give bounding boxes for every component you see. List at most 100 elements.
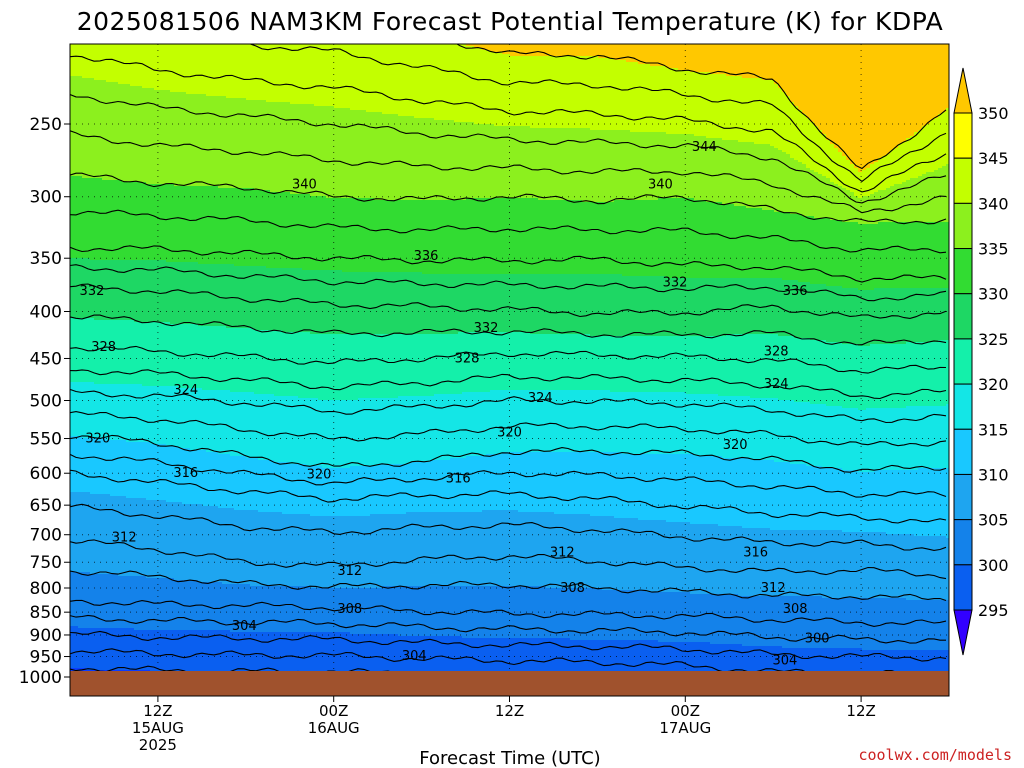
x-tick-label: 16AUG — [308, 719, 360, 737]
chart-title: 2025081506 NAM3KM Forecast Potential Tem… — [77, 7, 944, 36]
colorbar-tick-label: 340 — [978, 194, 1009, 213]
isentrope-320 — [70, 434, 947, 473]
y-tick-label: 850 — [30, 603, 62, 623]
y-tick-label: 650 — [30, 496, 62, 516]
contour-label: 312 — [550, 546, 575, 561]
y-tick-label: 400 — [30, 302, 62, 322]
colorbar-tick-label: 335 — [978, 240, 1009, 259]
isentrope-344 — [70, 93, 947, 204]
y-tick-label: 500 — [30, 392, 62, 412]
contour-label: 320 — [497, 426, 522, 441]
contour-label: 308 — [783, 602, 808, 617]
contour-label: 328 — [764, 344, 789, 359]
contour-label: 312 — [112, 531, 137, 546]
contour-label: 328 — [91, 340, 116, 355]
isentrope-342 — [70, 130, 947, 214]
isentrope-348 — [236, 44, 947, 183]
colorbar-bin — [953, 157, 973, 204]
y-tick-label: 900 — [30, 626, 62, 646]
isentrope-308 — [70, 599, 947, 627]
grid-lines — [70, 44, 949, 696]
colorbar-tick-label: 295 — [978, 601, 1009, 620]
isentrope-326 — [70, 369, 947, 400]
y-tick-label: 350 — [30, 249, 62, 269]
contour-label: 336 — [783, 284, 808, 299]
isentrope-322 — [70, 411, 947, 447]
isentrope-310 — [70, 570, 947, 602]
pressure-axis: 250 300 350 400 450 500 550 600 650 700 750 800 850 9… — [19, 115, 70, 688]
contour-label: 340 — [292, 178, 317, 193]
contour-label: 340 — [648, 178, 673, 193]
colorbar-tick-label: 300 — [978, 556, 1009, 575]
colorbar-bin — [953, 519, 973, 566]
contour-label: 332 — [80, 284, 105, 299]
contour-label: 316 — [173, 466, 198, 481]
colorbar-bin — [953, 248, 973, 295]
y-tick-label: 1000 — [19, 668, 62, 688]
isentrope-302 — [70, 648, 947, 679]
contour-label: 308 — [337, 602, 362, 617]
isentrope-340 — [70, 172, 947, 225]
colorbar-tick-label: 330 — [978, 285, 1009, 304]
colorbar-tick-label: 325 — [978, 330, 1009, 349]
colorbar-bin — [953, 383, 973, 430]
contour-label: 308 — [560, 581, 585, 596]
y-tick-label: 250 — [30, 115, 62, 135]
x-tick-label: 12Z — [495, 702, 524, 720]
contour-label: 300 — [805, 632, 830, 647]
colorbar-bin — [953, 564, 973, 611]
contour-label: 336 — [414, 249, 439, 264]
isentrope-306 — [70, 614, 946, 644]
isentrope-304 — [70, 630, 947, 662]
isentrope-336 — [70, 245, 947, 283]
colorbar: 295 300 305 310 315 320 325 330 335 340 345 350 — [953, 67, 1009, 656]
contour-label: 320 — [85, 432, 110, 447]
contour-label: 312 — [337, 564, 362, 579]
isentrope-328 — [70, 345, 947, 374]
x-tick-label: 00Z — [671, 702, 700, 720]
colorbar-tick-label: 345 — [978, 149, 1009, 168]
colorbar-tick-label: 350 — [978, 104, 1009, 123]
contour-label: 304 — [232, 619, 257, 634]
plot-area: 340 340 344 336 332 332 336 332 328 328 328 324 324 3… — [70, 44, 949, 696]
ground-surface — [70, 671, 949, 696]
x-tick-label: 12Z — [143, 702, 172, 720]
colorbar-max-arrow — [953, 67, 973, 114]
colorbar-min-arrow — [953, 609, 973, 656]
contour-label: 324 — [173, 383, 198, 398]
contour-label: 344 — [692, 140, 717, 155]
isentrope-lines — [70, 44, 947, 696]
isentrope-312 — [70, 539, 947, 580]
x-tick-label: 00Z — [319, 702, 348, 720]
colorbar-bin — [953, 428, 973, 475]
x-axis-label: Forecast Time (UTC) — [419, 748, 600, 768]
colorbar-tick-label: 305 — [978, 511, 1009, 530]
colorbar-tick-label: 315 — [978, 420, 1009, 439]
isentrope-324 — [70, 388, 947, 424]
contour-label: 328 — [455, 351, 480, 366]
y-tick-label: 450 — [30, 349, 62, 369]
y-tick-label: 600 — [30, 464, 62, 484]
contour-label: 332 — [663, 276, 688, 291]
y-tick-label: 700 — [30, 526, 62, 546]
isentrope-316 — [70, 469, 947, 524]
isentrope-314 — [70, 503, 947, 551]
contour-label: 324 — [528, 391, 553, 406]
colorbar-bin — [953, 338, 973, 385]
colorbar-bin — [953, 473, 973, 521]
isentrope-334 — [70, 264, 947, 302]
colorbar-bin — [953, 293, 973, 340]
contour-labels: 340 340 344 336 332 332 336 332 328 328 328 324 324 3… — [80, 140, 830, 668]
x-tick-label: 17AUG — [659, 719, 711, 737]
colorbar-tick-label: 310 — [978, 465, 1009, 484]
y-tick-label: 550 — [30, 430, 62, 450]
isentrope-338 — [70, 209, 947, 254]
y-tick-label: 950 — [30, 648, 62, 668]
y-tick-label: 300 — [30, 188, 62, 208]
colorbar-tick-label: 320 — [978, 375, 1009, 394]
contour-label: 324 — [764, 377, 789, 392]
isentrope-332 — [70, 283, 947, 319]
isentrope-318 — [70, 453, 947, 498]
